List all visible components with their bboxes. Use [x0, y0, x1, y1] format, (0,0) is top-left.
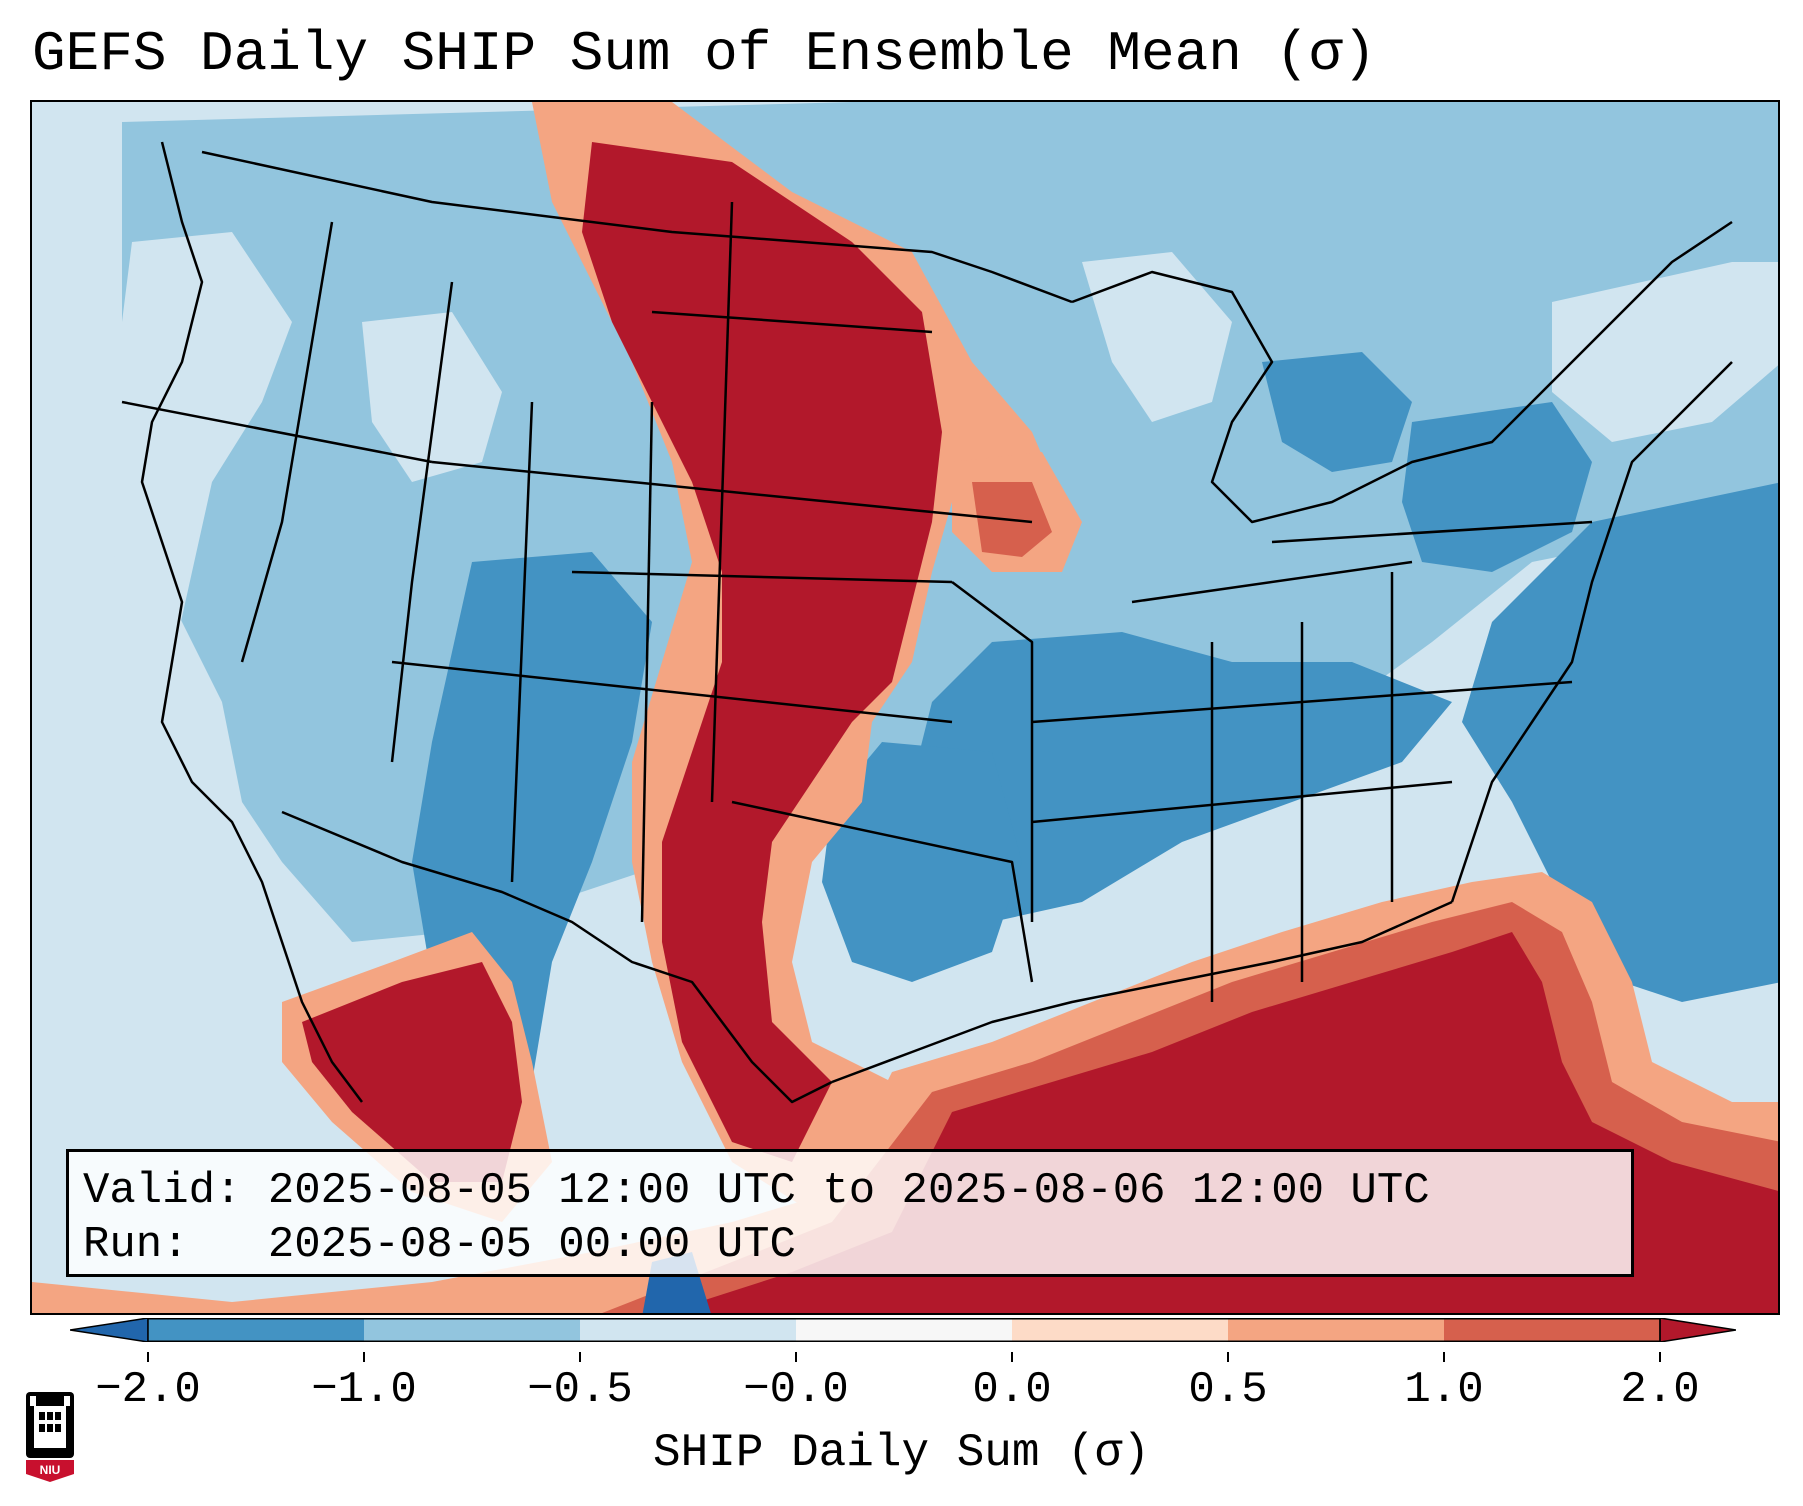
state-line-18 — [731, 800, 1034, 983]
valid-line: Valid: 2025-08-05 12:00 UTC to 2025-08-0… — [83, 1164, 1631, 1218]
colorbar-segment-2 — [364, 1318, 580, 1342]
svg-text:NIU: NIU — [40, 1463, 61, 1477]
field-dark-blue-texas — [822, 742, 1022, 982]
colorbar-segment-7 — [1444, 1318, 1660, 1342]
validity-info-box: Valid: 2025-08-05 12:00 UTC to 2025-08-0… — [66, 1149, 1634, 1277]
state-line-11 — [951, 581, 1034, 922]
tick-label: −0.5 — [527, 1365, 633, 1415]
colorbar-segment-1 — [148, 1318, 364, 1342]
field-pale-east — [1552, 262, 1778, 442]
state-line-10 — [651, 310, 933, 334]
tick-label: −1.0 — [311, 1365, 417, 1415]
tick-mark — [363, 1352, 365, 1362]
boundary-lines — [121, 141, 1733, 1104]
field-dark-blue-south-central — [912, 632, 1452, 922]
state-line-4 — [390, 281, 454, 763]
field-dark-blue-atlantic — [1462, 482, 1778, 1002]
border-us-canada — [201, 150, 1073, 304]
colorbar-segment-3 — [580, 1318, 796, 1342]
tick-label: 0.0 — [972, 1365, 1052, 1415]
state-line-5 — [510, 401, 534, 883]
tick-mark — [1227, 1352, 1229, 1362]
tick-mark — [1443, 1352, 1445, 1362]
valid-value: 2025-08-05 12:00 UTC to 2025-08-06 12:00… — [267, 1166, 1430, 1216]
colorbar-outline — [147, 1318, 1661, 1342]
colorbar-extend-high — [1659, 1318, 1736, 1342]
tick-label: −0.0 — [743, 1365, 849, 1415]
state-line-8 — [391, 660, 953, 724]
field-red-plains — [582, 142, 942, 1162]
run-label: Run: — [83, 1220, 189, 1270]
map-panel — [30, 100, 1780, 1315]
field-pale-lakes — [1082, 252, 1232, 422]
great-lakes-outline — [1071, 220, 1733, 524]
colorbar — [70, 1318, 1736, 1342]
colorbar-segment-4 — [796, 1318, 1012, 1342]
tick-mark — [1659, 1352, 1661, 1362]
tick-mark — [579, 1352, 581, 1362]
tick-mark — [795, 1352, 797, 1362]
valid-label: Valid: — [83, 1166, 242, 1216]
tick-label: 0.5 — [1188, 1365, 1268, 1415]
field-red-mexico — [302, 962, 522, 1182]
tick-label: 1.0 — [1404, 1365, 1484, 1415]
atlantic-coastline — [1450, 361, 1733, 903]
tick-mark — [147, 1352, 149, 1362]
map-title: GEFS Daily SHIP Sum of Ensemble Mean (σ) — [32, 22, 1377, 86]
tick-mark — [1011, 1352, 1013, 1362]
colorbar-ticks: −2.0 −1.0 −0.5 −0.0 0.0 0.5 1.0 2.0 — [0, 1352, 1803, 1415]
run-value: 2025-08-05 00:00 UTC — [267, 1220, 796, 1270]
colorbar-segment-6 — [1228, 1318, 1444, 1342]
state-line-7 — [710, 201, 734, 803]
border-us-mexico — [281, 810, 833, 1104]
state-line-3 — [240, 221, 334, 663]
state-line-19 — [1271, 520, 1593, 544]
state-line-6 — [640, 401, 654, 923]
field-dark-blue-great-lakes — [1262, 352, 1412, 472]
state-line-13 — [1031, 780, 1453, 824]
tick-label: −2.0 — [95, 1365, 201, 1415]
state-line-1 — [121, 400, 433, 464]
gulf-coastline — [831, 900, 1453, 1084]
run-line: Run: 2025-08-05 00:00 UTC — [83, 1218, 1631, 1272]
coastline-west — [140, 141, 363, 1103]
field-pale-west — [112, 232, 292, 722]
map-canvas — [32, 102, 1778, 1313]
tick-label: 2.0 — [1620, 1365, 1700, 1415]
field-dark-blue-midatlantic — [1402, 402, 1592, 572]
niu-logo: NIU — [26, 1392, 74, 1482]
field-pale-plateau — [362, 312, 502, 482]
state-line-9 — [571, 570, 953, 584]
colorbar-segment-5 — [1012, 1318, 1228, 1342]
colorbar-label: SHIP Daily Sum (σ) — [653, 1427, 1150, 1479]
colorbar-extend-low — [70, 1318, 149, 1342]
state-line-2 — [431, 460, 1033, 524]
state-line-14 — [1131, 560, 1413, 604]
